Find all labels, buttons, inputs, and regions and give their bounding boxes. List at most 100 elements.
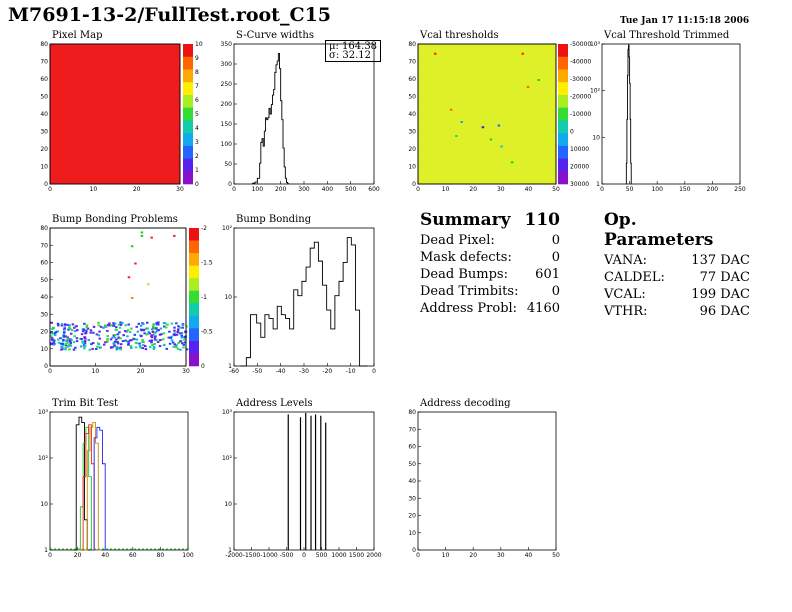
bump-pixel	[69, 328, 72, 331]
y-tick-label: 50	[224, 161, 232, 168]
bump-pixel	[51, 332, 55, 335]
bump-pixel	[102, 326, 105, 329]
bump-pixel	[69, 342, 72, 345]
vcal-palette-label: 20000	[570, 164, 589, 171]
summary-label: Dead Pixel:	[420, 233, 495, 248]
bump-pixel	[99, 325, 103, 328]
bump-pixel	[142, 341, 145, 344]
bump-pixel	[91, 347, 94, 350]
y-tick-label: 10²	[38, 455, 49, 462]
vcal-pixel	[521, 52, 524, 55]
x-tick-label: 2000	[366, 552, 381, 559]
bump-pixel	[150, 339, 153, 342]
bump-pixel	[144, 348, 148, 351]
y-tick-label: 10³	[222, 409, 233, 416]
vcal-palette-swatch	[558, 44, 568, 58]
y-tick-label: 10	[40, 346, 48, 353]
x-tick-label: 100	[651, 186, 663, 193]
bump-pixel	[81, 340, 84, 343]
bump-pixel	[69, 340, 72, 343]
bump-pixel	[50, 338, 54, 341]
x-tick-label: 0	[48, 186, 52, 193]
vcal-pixel	[455, 135, 458, 137]
bump-pixel	[140, 231, 144, 234]
bump-pixel	[141, 338, 144, 341]
y-tick-label: 40	[408, 478, 416, 485]
x-tick-label: 10	[90, 186, 98, 193]
bump-pixel	[115, 348, 119, 351]
summary-value: 601	[535, 267, 560, 282]
x-tick-label: 500	[345, 186, 357, 193]
bump-pixel	[84, 337, 87, 340]
bump-pixel	[59, 337, 62, 340]
bump-pixel	[118, 331, 121, 334]
y-tick-label: 1	[596, 181, 600, 188]
bump-pixel	[117, 323, 121, 326]
bump-pixel	[66, 340, 69, 343]
pixelmap-palette-label: 5	[195, 111, 199, 118]
x-tick-label: -500	[280, 552, 294, 559]
bump-pixel	[173, 332, 176, 335]
bump-pixel	[121, 340, 125, 343]
stats-mean: μ: 164.38	[329, 41, 378, 52]
x-tick-label: 60	[129, 552, 137, 559]
bump-pixel	[128, 339, 132, 342]
bump-palette-swatch	[189, 278, 199, 292]
bump-pixel	[145, 321, 149, 324]
bump-pixel	[176, 328, 180, 331]
bump-pixel	[168, 330, 171, 333]
bump-pixel	[61, 342, 65, 345]
pixelmap-palette-label: 8	[195, 69, 199, 76]
plot-frame	[233, 43, 375, 185]
y-tick-label: 10	[408, 164, 416, 171]
bump-pixel	[128, 331, 132, 334]
bump-pixel	[81, 330, 85, 333]
vcal-palette-label: 0	[570, 129, 574, 136]
bump-pixel	[142, 328, 145, 331]
bump-pixel	[92, 331, 95, 334]
bump-pixel	[121, 321, 124, 324]
plot-frame	[417, 43, 557, 185]
y-tick-label: 30	[40, 129, 48, 136]
bump-palette-swatch	[189, 228, 199, 241]
x-tick-label: 10	[92, 368, 100, 375]
summary-row: Dead Bumps: 601	[420, 266, 560, 283]
bump-pixel	[106, 329, 109, 332]
bump-pixel	[180, 331, 184, 334]
bump-pixel	[72, 348, 76, 351]
vcal-fill	[418, 44, 556, 184]
bump-pixel	[170, 339, 174, 342]
bump-pixel	[64, 343, 68, 346]
bump-pixel	[169, 336, 173, 339]
bump-pixel	[64, 344, 68, 347]
bump-pixel	[127, 276, 131, 279]
y-tick-label: 0	[44, 363, 48, 370]
bump-pixel	[75, 340, 79, 343]
x-tick-label: -20	[322, 368, 332, 375]
pixelmap-palette-label: 6	[195, 97, 199, 104]
bump-palette-swatch	[189, 253, 199, 266]
bump-pixel	[162, 343, 166, 346]
bump-pixel	[127, 323, 131, 326]
bump-pixel	[176, 347, 180, 350]
summary-total: 110	[524, 210, 561, 230]
bump-pixel	[83, 340, 87, 343]
bump-pixel	[155, 339, 158, 342]
bump-pixel	[83, 347, 86, 350]
bump-palette-swatch	[189, 265, 199, 279]
summary-value: 4160	[526, 301, 560, 316]
bump-pixel	[146, 327, 149, 330]
bump-pixel	[158, 345, 162, 348]
bump-pixel	[104, 341, 107, 344]
bump-pixel	[63, 323, 67, 326]
bump-pixel	[106, 338, 109, 341]
bump-pixel	[130, 297, 134, 299]
bump-pixel	[75, 337, 79, 340]
bump-pixel	[152, 323, 155, 326]
x-tick-label: 0	[416, 186, 420, 193]
bump-pixel	[63, 328, 66, 331]
bump-pixel	[69, 344, 73, 347]
bump-pixel	[56, 330, 59, 333]
y-tick-label: 50	[408, 94, 416, 101]
bump-pixel	[106, 340, 109, 343]
